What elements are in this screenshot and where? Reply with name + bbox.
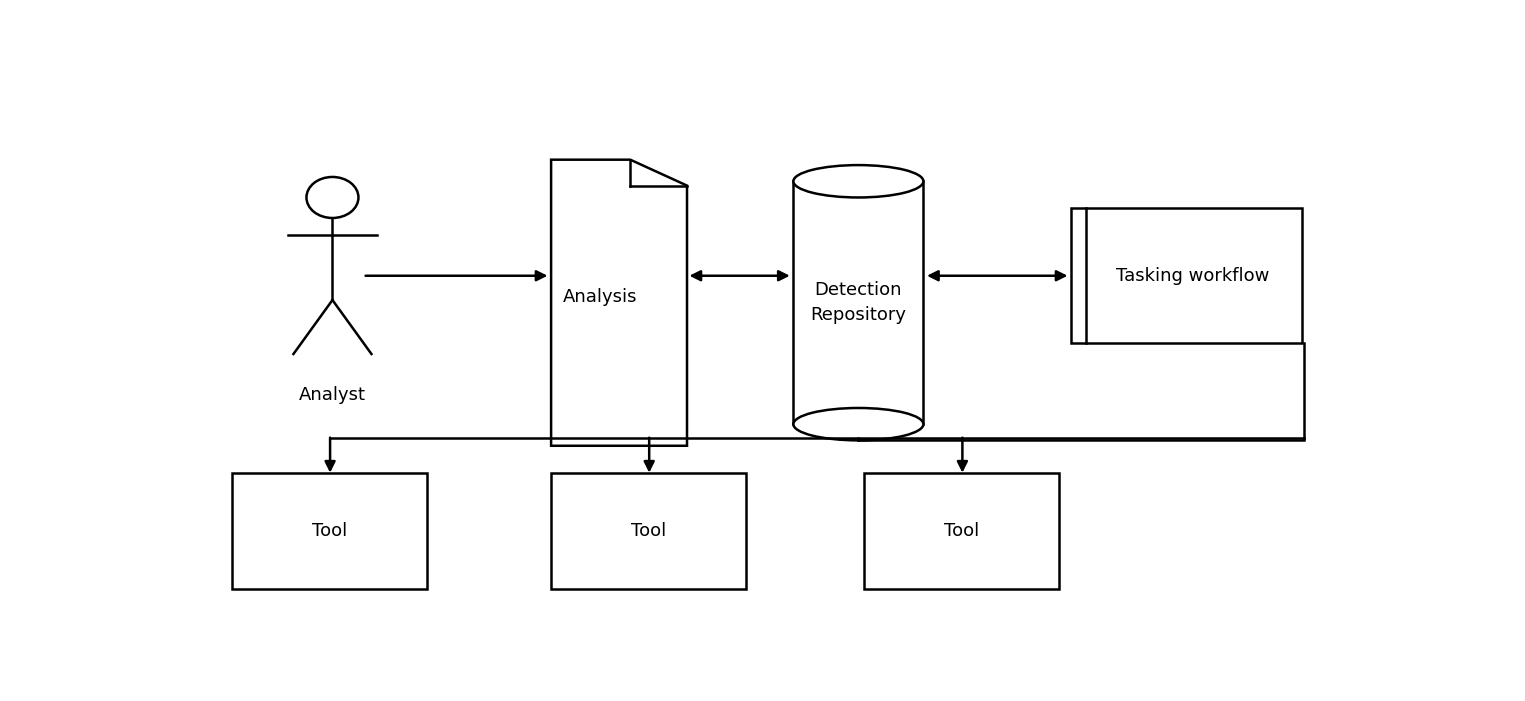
Ellipse shape [793,408,923,440]
FancyBboxPatch shape [793,182,923,424]
Text: Tool: Tool [313,522,348,540]
Text: Detection
Repository: Detection Repository [810,281,906,325]
Ellipse shape [793,165,923,198]
Text: Tasking workflow: Tasking workflow [1116,267,1269,285]
Text: Analyst: Analyst [299,386,366,404]
FancyBboxPatch shape [232,472,427,589]
Text: Tool: Tool [631,522,666,540]
FancyBboxPatch shape [865,472,1060,589]
Text: Analysis: Analysis [563,288,637,306]
PathPatch shape [551,160,686,446]
Text: Tool: Tool [944,522,979,540]
FancyBboxPatch shape [1071,208,1301,343]
FancyBboxPatch shape [551,472,746,589]
